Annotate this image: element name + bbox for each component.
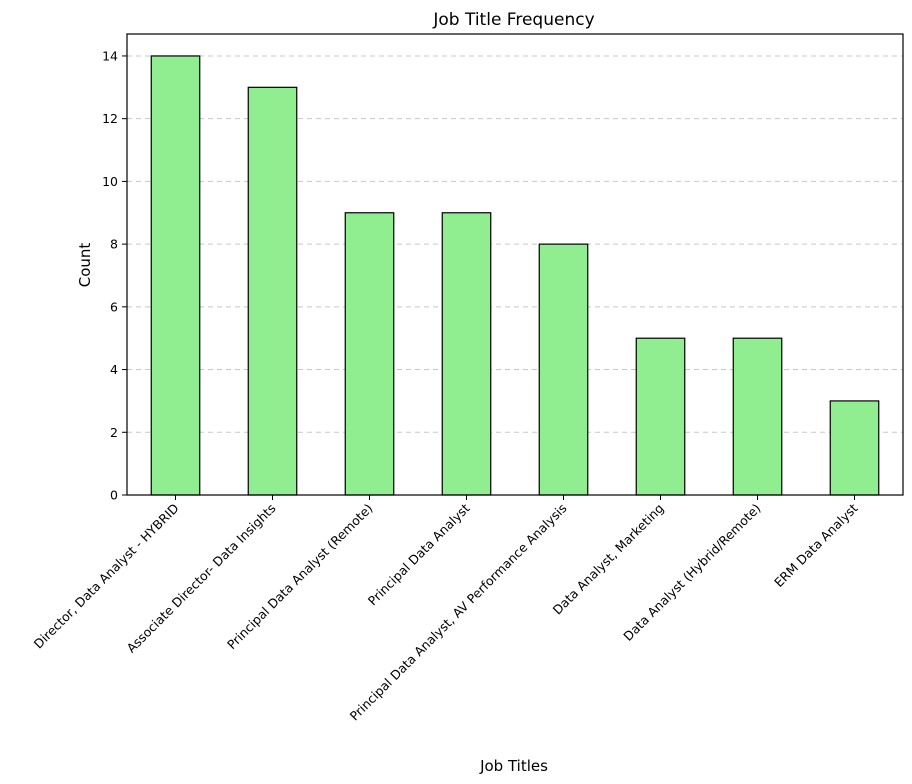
bar bbox=[441, 212, 492, 496]
x-tick-label: Data Analyst, Marketing bbox=[550, 501, 667, 618]
y-tick-label: 0 bbox=[110, 488, 118, 503]
x-axis-label: Job Titles bbox=[479, 757, 548, 775]
y-tick-label: 4 bbox=[110, 362, 118, 377]
bar bbox=[247, 86, 298, 496]
plot-frame bbox=[126, 33, 904, 496]
y-tick-label: 2 bbox=[110, 425, 118, 440]
y-axis: 0 2 4 6 8 10 12 14 bbox=[102, 48, 127, 503]
bar bbox=[150, 55, 201, 496]
grid-layer bbox=[127, 55, 903, 433]
x-tick-label: ERM Data Analyst bbox=[771, 500, 861, 590]
x-tick-label: Principal Data Analyst, AV Performance A… bbox=[347, 501, 570, 724]
bar bbox=[829, 400, 880, 496]
y-tick-label: 14 bbox=[102, 48, 118, 63]
y-tick-label: 6 bbox=[110, 299, 118, 314]
y-tick-label: 10 bbox=[102, 174, 118, 189]
bar bbox=[344, 212, 395, 496]
x-axis: Director, Data Analyst - HYBRIDAssociate… bbox=[31, 495, 861, 724]
bar bbox=[732, 337, 783, 496]
bar-layer bbox=[150, 55, 880, 496]
bar bbox=[635, 337, 686, 496]
bar bbox=[538, 243, 589, 496]
y-tick-label: 12 bbox=[102, 111, 118, 126]
y-axis-label: Count bbox=[76, 243, 94, 288]
y-tick-label: 8 bbox=[110, 237, 118, 252]
x-tick-label: Principal Data Analyst bbox=[365, 500, 473, 608]
chart-title: Job Title Frequency bbox=[432, 10, 594, 30]
